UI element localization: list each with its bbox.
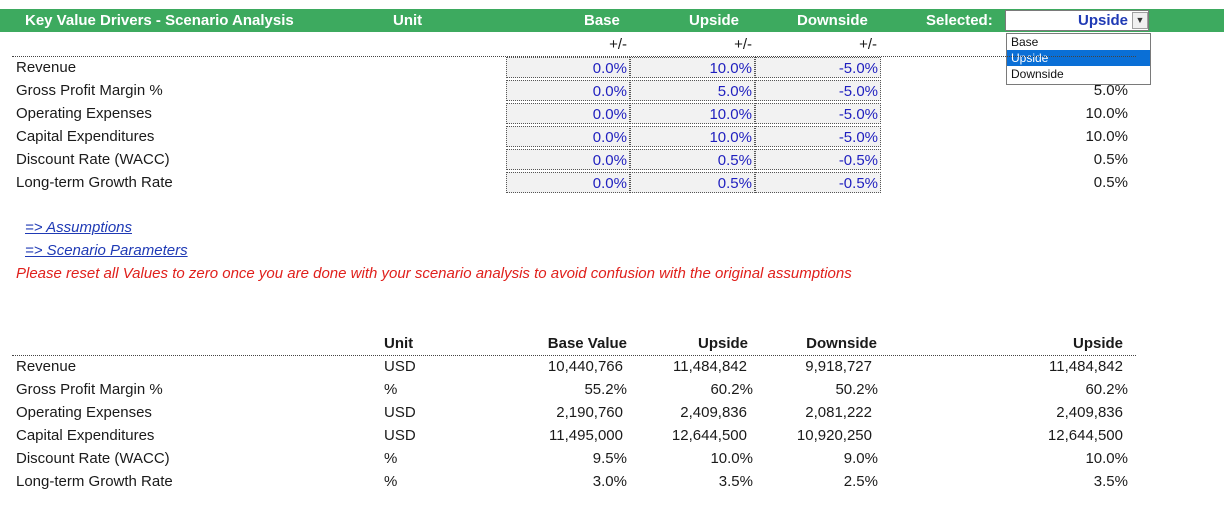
results-upside-gross-margin: 60.2% (710, 381, 753, 398)
header-selected-label: Selected: (926, 12, 993, 29)
base-input-ltg[interactable]: 0.0% (506, 172, 630, 193)
results-downside-capex: 10,920,250 (796, 427, 872, 444)
results-header-downside: Downside (806, 335, 877, 352)
results-downside-revenue: 9,918,727 (805, 358, 872, 375)
header-base: Base (584, 12, 620, 29)
dropdown-option-downside[interactable]: Downside (1011, 67, 1064, 81)
reset-warning: Please reset all Values to zero once you… (16, 265, 852, 282)
dropdown-option-upside[interactable]: Upside (1007, 50, 1150, 66)
base-input-wacc[interactable]: 0.0% (506, 149, 630, 170)
row-label-ltg: Long-term Growth Rate (16, 174, 173, 191)
selected-value-opex: 10.0% (1085, 105, 1128, 122)
downside-input-gross-margin[interactable]: -5.0% (755, 80, 881, 101)
upside-input-ltg[interactable]: 0.5% (630, 172, 755, 193)
results-base-gross-margin: 55.2% (584, 381, 627, 398)
assumptions-link[interactable]: => Assumptions (25, 219, 132, 236)
divider (12, 56, 1136, 57)
results-unit-gross-margin: % (384, 381, 398, 398)
results-downside-ltg: 2.5% (843, 473, 878, 490)
results-selected-wacc: 10.0% (1085, 450, 1128, 467)
base-input-opex[interactable]: 0.0% (506, 103, 630, 124)
downside-plusminus: +/- (859, 36, 877, 53)
upside-input-revenue[interactable]: 10.0% (630, 57, 755, 78)
scenario-dropdown-list: Base Upside Downside (1006, 33, 1151, 85)
upside-input-opex[interactable]: 10.0% (630, 103, 755, 124)
base-input-revenue[interactable]: 0.0% (506, 57, 630, 78)
results-header-base-value: Base Value (547, 335, 627, 352)
results-label-capex: Capital Expenditures (16, 427, 155, 444)
results-upside-ltg: 3.5% (718, 473, 753, 490)
downside-input-capex[interactable]: -5.0% (755, 126, 881, 147)
results-label-gross-margin: Gross Profit Margin % (16, 381, 163, 398)
downside-input-opex[interactable]: -5.0% (755, 103, 881, 124)
results-downside-wacc: 9.0% (843, 450, 878, 467)
selected-value-ltg: 0.5% (1093, 174, 1128, 191)
results-label-ltg: Long-term Growth Rate (16, 473, 173, 490)
results-unit-capex: USD (384, 427, 416, 444)
results-selected-revenue: 11,484,842 (1049, 358, 1123, 375)
downside-input-ltg[interactable]: -0.5% (755, 172, 881, 193)
results-unit-ltg: % (384, 473, 398, 490)
row-label-wacc: Discount Rate (WACC) (16, 151, 170, 168)
results-header-unit: Unit (384, 335, 414, 352)
selected-value-wacc: 0.5% (1093, 151, 1128, 168)
results-downside-opex: 2,081,222 (805, 404, 872, 421)
results-downside-gross-margin: 50.2% (835, 381, 878, 398)
results-unit-wacc: % (384, 450, 398, 467)
base-input-capex[interactable]: 0.0% (506, 126, 630, 147)
divider (12, 355, 1136, 356)
row-label-gross-margin: Gross Profit Margin % (16, 82, 163, 99)
chevron-down-icon[interactable]: ▼ (1132, 12, 1148, 29)
header-bar (0, 9, 1224, 32)
results-base-wacc: 9.5% (592, 450, 627, 467)
results-selected-opex: 2,409,836 (1056, 404, 1123, 421)
results-base-capex: 11,495,000 (549, 427, 623, 444)
dropdown-option-base[interactable]: Base (1011, 35, 1039, 49)
results-upside-revenue: 11,484,842 (673, 358, 747, 375)
scenario-parameters-link[interactable]: => Scenario Parameters (25, 242, 188, 259)
results-selected-ltg: 3.5% (1093, 473, 1128, 490)
upside-input-gross-margin[interactable]: 5.0% (630, 80, 755, 101)
results-label-wacc: Discount Rate (WACC) (16, 450, 170, 467)
downside-input-revenue[interactable]: -5.0% (755, 57, 881, 78)
results-upside-wacc: 10.0% (710, 450, 753, 467)
selected-value-capex: 10.0% (1085, 128, 1128, 145)
sheet-title: Key Value Drivers - Scenario Analysis (25, 12, 294, 29)
results-selected-gross-margin: 60.2% (1085, 381, 1128, 398)
upside-input-wacc[interactable]: 0.5% (630, 149, 755, 170)
results-label-opex: Operating Expenses (16, 404, 152, 421)
selected-value-gross-margin: 5.0% (1093, 82, 1128, 99)
results-upside-capex: 12,644,500 (671, 427, 747, 444)
row-label-opex: Operating Expenses (16, 105, 152, 122)
base-plusminus: +/- (609, 36, 627, 53)
row-label-revenue: Revenue (16, 59, 77, 76)
results-header-selected: Upside (1072, 335, 1123, 352)
results-label-revenue: Revenue (16, 358, 77, 375)
results-selected-capex: 12,644,500 (1047, 427, 1123, 444)
upside-input-capex[interactable]: 10.0% (630, 126, 755, 147)
scenario-select[interactable]: Upside (1005, 10, 1149, 31)
results-base-opex: 2,190,760 (556, 404, 623, 421)
results-base-ltg: 3.0% (592, 473, 627, 490)
upside-plusminus: +/- (734, 36, 752, 53)
results-unit-opex: USD (384, 404, 416, 421)
header-upside: Upside (689, 12, 740, 29)
header-downside: Downside (797, 12, 868, 29)
base-input-gross-margin[interactable]: 0.0% (506, 80, 630, 101)
results-upside-opex: 2,409,836 (680, 404, 747, 421)
row-label-capex: Capital Expenditures (16, 128, 155, 145)
header-unit: Unit (393, 12, 423, 29)
downside-input-wacc[interactable]: -0.5% (755, 149, 881, 170)
selected-value-revenue (1030, 58, 1128, 78)
results-base-revenue: 10,440,766 (547, 358, 623, 375)
scenario-select-value: Upside (1077, 12, 1128, 29)
results-header-upside: Upside (697, 335, 748, 352)
results-unit-revenue: USD (384, 358, 416, 375)
